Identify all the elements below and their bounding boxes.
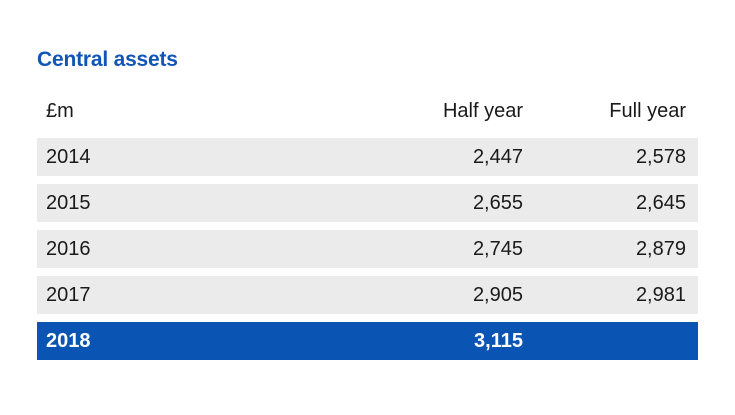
header-half-year: Half year [442, 100, 523, 122]
row-year: 2015 [46, 192, 91, 214]
table-row: 2014 2,447 2,578 [37, 138, 698, 176]
row-full-year-value: 2,981 [635, 284, 686, 306]
header-unit: £m [46, 100, 74, 122]
table-row-highlighted: 2018 3,115 [37, 322, 698, 360]
row-full-year-value: 2,645 [635, 192, 686, 214]
row-year: 2016 [46, 238, 91, 260]
table-row: 2015 2,655 2,645 [37, 184, 698, 222]
row-full-year-value: 2,578 [635, 146, 686, 168]
row-half-year-value: 3,115 [474, 330, 523, 352]
table-title: Central assets [37, 48, 178, 71]
row-half-year-value: 2,745 [472, 238, 523, 260]
table-row: 2017 2,905 2,981 [37, 276, 698, 314]
row-year: 2014 [46, 146, 91, 168]
header-full-year: Full year [609, 100, 686, 122]
table-header-row: £m Half year Full year [37, 92, 698, 132]
row-full-year-value: 2,879 [635, 238, 686, 260]
central-assets-table: £m Half year Full year 2014 2,447 2,578 … [37, 92, 698, 368]
row-half-year-value: 2,905 [472, 284, 523, 306]
row-half-year-value: 2,655 [472, 192, 523, 214]
row-year: 2017 [46, 284, 91, 306]
row-year: 2018 [46, 330, 91, 352]
row-half-year-value: 2,447 [472, 146, 523, 168]
table-row: 2016 2,745 2,879 [37, 230, 698, 268]
